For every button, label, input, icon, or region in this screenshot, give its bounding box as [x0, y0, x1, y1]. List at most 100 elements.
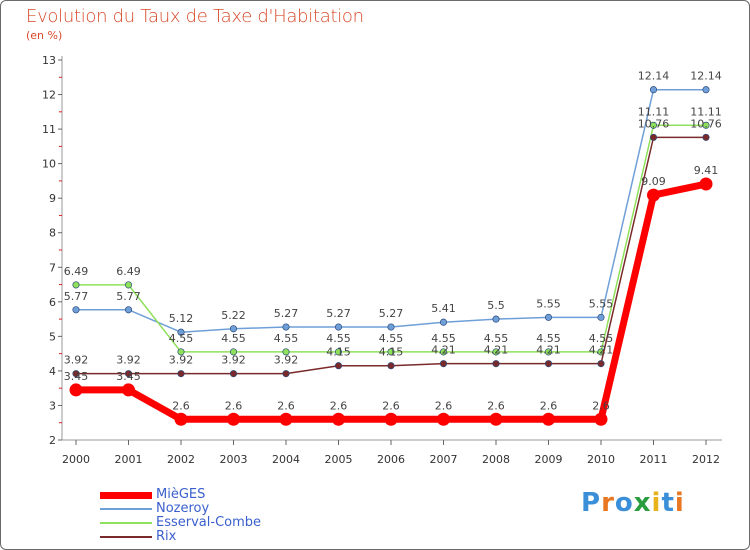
- data-label: 3.92: [274, 354, 299, 367]
- data-label: 4.55: [431, 332, 456, 345]
- x-tick-label: 2005: [325, 453, 353, 466]
- data-label: 6.49: [64, 265, 89, 278]
- logo-letter: i: [651, 488, 662, 518]
- x-tick-label: 2009: [535, 453, 563, 466]
- legend-label: Esserval-Combe: [156, 515, 262, 530]
- data-label: 11.11: [690, 105, 722, 118]
- x-tick-label: 2004: [272, 453, 300, 466]
- data-label: 12.14: [690, 70, 722, 83]
- data-point: [72, 281, 80, 289]
- data-label: 12.14: [638, 70, 670, 83]
- data-label: 5.41: [431, 302, 456, 315]
- data-label: 2.6: [540, 399, 558, 412]
- legend-swatch-rix: [100, 536, 152, 538]
- data-point: [174, 412, 188, 426]
- y-tick-label: 4: [49, 365, 56, 378]
- data-label: 3.92: [64, 354, 89, 367]
- data-label: 4.15: [326, 346, 351, 359]
- data-label: 3.92: [116, 354, 141, 367]
- data-label: 5.55: [589, 297, 614, 310]
- data-point: [279, 412, 293, 426]
- data-point: [229, 348, 238, 356]
- data-label: 2.6: [592, 399, 610, 412]
- data-point: [544, 360, 553, 368]
- data-point: [177, 370, 185, 378]
- data-point: [597, 313, 605, 321]
- data-point: [282, 370, 290, 378]
- data-label: 4.21: [484, 344, 509, 357]
- y-tick-label: 3: [49, 399, 56, 412]
- x-tick-label: 2011: [640, 453, 668, 466]
- data-point: [542, 412, 555, 426]
- data-label: 4.21: [431, 344, 456, 357]
- x-tick-label: 2000: [62, 453, 90, 466]
- data-point: [647, 188, 660, 202]
- proxiti-logo: Proxiti: [581, 488, 685, 518]
- data-point: [489, 412, 503, 426]
- y-tick-label: 12: [42, 89, 56, 102]
- data-label: 4.15: [379, 346, 404, 359]
- data-point: [72, 306, 80, 314]
- y-tick-label: 5: [49, 330, 56, 343]
- legend-label: MièGES: [156, 487, 206, 502]
- data-point: [72, 370, 80, 378]
- data-label: 4.21: [589, 344, 614, 357]
- data-label: 3.92: [221, 354, 246, 367]
- data-point: [597, 360, 605, 368]
- logo-letter: P: [581, 488, 602, 518]
- y-tick-label: 7: [49, 261, 56, 274]
- data-label: 4.55: [589, 332, 614, 345]
- series-line-nozeroy: [76, 88, 706, 333]
- data-point: [649, 133, 658, 141]
- data-point: [334, 348, 343, 356]
- data-label: 2.6: [225, 399, 243, 412]
- data-point: [122, 383, 135, 397]
- logo-letter: o: [614, 488, 634, 518]
- x-tick-label: 2010: [587, 453, 615, 466]
- data-point: [387, 323, 395, 331]
- logo-letter: i: [674, 488, 685, 518]
- legend-label: Rix: [156, 529, 177, 544]
- x-tick-label: 2001: [115, 453, 143, 466]
- y-tick-label: 8: [49, 227, 56, 240]
- data-point: [702, 133, 710, 141]
- data-label: 9.09: [641, 175, 666, 188]
- data-point: [69, 383, 83, 397]
- data-point: [229, 370, 238, 378]
- data-label: 6.49: [116, 265, 141, 278]
- data-point: [124, 370, 133, 378]
- data-label: 9.41: [694, 164, 719, 177]
- y-tick-label: 10: [42, 158, 56, 171]
- data-point: [227, 412, 240, 426]
- data-point: [439, 348, 448, 356]
- legend-swatch-nozeroy: [100, 508, 152, 510]
- data-label: 4.21: [536, 344, 561, 357]
- data-point: [124, 306, 133, 314]
- data-label: 11.11: [638, 105, 670, 118]
- data-point: [439, 360, 448, 368]
- data-label: 4.55: [221, 332, 246, 345]
- data-label: 5.12: [169, 312, 194, 325]
- data-label: 4.55: [274, 332, 299, 345]
- data-point: [387, 348, 395, 356]
- chart-subtitle: (en %): [26, 29, 63, 42]
- legend-label: Nozeroy: [156, 501, 210, 516]
- y-tick-label: 11: [42, 123, 56, 136]
- data-label: 5.27: [326, 307, 351, 320]
- data-label: 3.92: [169, 354, 194, 367]
- x-tick-label: 2003: [220, 453, 248, 466]
- y-tick-label: 13: [42, 54, 56, 67]
- data-label: 5.77: [64, 290, 89, 303]
- data-label: 4.55: [484, 332, 509, 345]
- data-point: [384, 412, 398, 426]
- legend-swatch-esserval-combe: [100, 522, 152, 524]
- data-label: 4.55: [379, 332, 404, 345]
- y-tick-label: 2: [49, 434, 56, 447]
- data-point: [282, 348, 290, 356]
- x-tick-label: 2008: [482, 453, 510, 466]
- logo-letter: r: [601, 488, 615, 518]
- x-tick-label: 2002: [167, 453, 195, 466]
- data-label: 2.6: [172, 399, 190, 412]
